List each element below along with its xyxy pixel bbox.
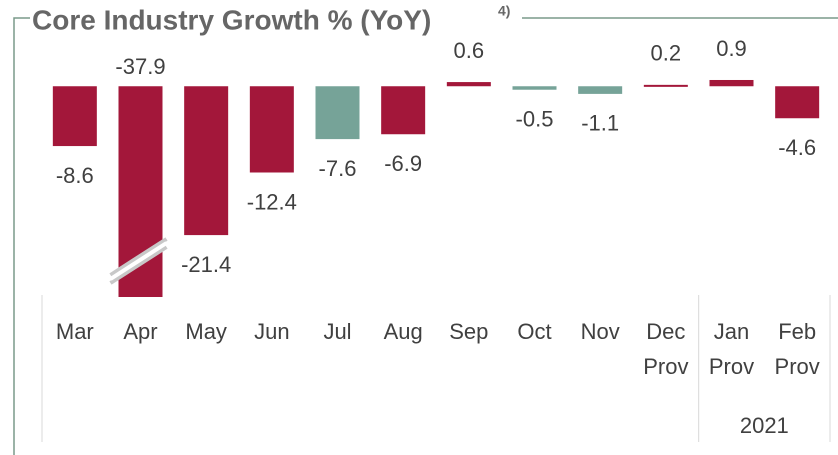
x-tick-label: Feb	[778, 319, 816, 344]
x-tick-label: Mar	[56, 319, 94, 344]
bar	[643, 84, 688, 87]
value-label: 0.9	[716, 36, 747, 61]
bar	[512, 86, 557, 90]
x-tick-label: Oct	[517, 319, 551, 344]
bar	[775, 86, 820, 119]
value-label: 0.2	[651, 41, 682, 66]
value-label: -12.4	[247, 189, 297, 214]
x-tick-label: Prov	[643, 354, 688, 379]
x-tick-label: Prov	[709, 354, 754, 379]
value-label: -1.1	[581, 111, 619, 136]
x-tick-label: May	[185, 319, 227, 344]
x-tick-label: Prov	[775, 354, 820, 379]
bar	[709, 79, 754, 87]
bar	[249, 86, 294, 173]
group-label: 2021	[740, 413, 789, 438]
value-label: -6.9	[384, 151, 422, 176]
value-label: -0.5	[516, 107, 554, 132]
bar	[446, 82, 491, 87]
x-tick-label: Aug	[384, 319, 423, 344]
value-label: -8.6	[56, 163, 94, 188]
x-tick-label: Dec	[646, 319, 685, 344]
x-tick-label: Jan	[714, 319, 749, 344]
bar	[315, 86, 360, 140]
bar	[578, 86, 623, 94]
x-tick-label: Jun	[254, 319, 289, 344]
value-label: 0.6	[454, 38, 485, 63]
axis-break	[109, 237, 168, 285]
value-label: -4.6	[778, 135, 816, 160]
x-tick-label: Nov	[581, 319, 620, 344]
x-tick-label: Jul	[323, 319, 351, 344]
bar	[381, 86, 426, 135]
frame	[13, 17, 30, 455]
chart-title: Core Industry Growth % (YoY)	[32, 4, 431, 35]
title-note: 4)	[498, 3, 510, 19]
bar	[52, 86, 97, 147]
x-tick-label: Apr	[123, 319, 157, 344]
value-label: -21.4	[181, 252, 231, 277]
bar	[184, 86, 229, 236]
value-label: -7.6	[319, 156, 357, 181]
x-tick-label: Sep	[449, 319, 488, 344]
value-label: -37.9	[115, 54, 165, 79]
axis-break	[109, 241, 168, 281]
